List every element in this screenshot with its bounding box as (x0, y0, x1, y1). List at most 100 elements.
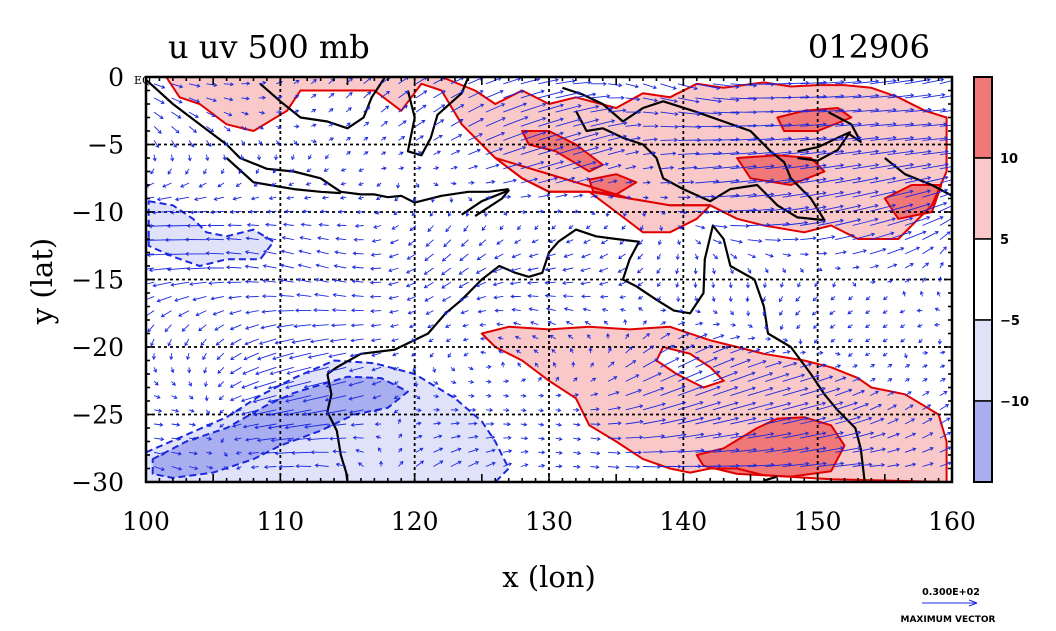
contour-south-band (480, 325, 948, 482)
reference-vector-caption: MAXIMUM VECTOR (900, 615, 995, 625)
wind-vector (800, 401, 827, 411)
wind-vector (153, 381, 159, 386)
wind-vector (263, 465, 277, 470)
wind-vector (870, 176, 897, 184)
wind-vector (695, 370, 721, 382)
wind-vector (660, 370, 684, 382)
wind-vector (887, 378, 893, 382)
wind-vector (904, 378, 910, 382)
wind-vector (590, 436, 601, 441)
wind-vector (642, 387, 665, 397)
wind-vector (170, 367, 175, 374)
wind-vector (450, 149, 461, 156)
wind-vector (511, 307, 521, 312)
wind-vector (852, 163, 880, 170)
wind-vector (835, 121, 862, 127)
wind-vector (325, 380, 347, 388)
wind-vector (492, 281, 504, 287)
wind-vector (357, 462, 364, 467)
wind-vector (922, 122, 948, 127)
wind-vector (235, 182, 242, 187)
wind-vector (380, 90, 390, 99)
wind-vector (817, 461, 845, 467)
wind-vector (276, 95, 283, 100)
wind-vector (728, 282, 733, 289)
wind-vector (835, 266, 841, 271)
wind-vector (601, 307, 609, 312)
wind-vector (570, 348, 574, 354)
wind-vector (677, 83, 698, 91)
wind-vector (390, 323, 399, 328)
colorbar-label: 10 (1000, 152, 1018, 167)
wind-vector (712, 334, 725, 340)
wind-vector (782, 267, 786, 274)
wind-vector (380, 105, 390, 113)
wind-vector (598, 281, 609, 286)
wind-vector (245, 294, 259, 299)
wind-vector (244, 264, 259, 269)
wind-vector (625, 110, 642, 115)
wind-vector (660, 308, 667, 313)
wind-vector (765, 109, 793, 114)
wind-vector (363, 151, 369, 155)
wind-vector (354, 223, 364, 229)
wind-vector (782, 461, 810, 467)
wind-vector (812, 324, 818, 329)
wind-vector (218, 395, 225, 401)
wind-vector (328, 137, 334, 142)
wind-vector (498, 350, 504, 354)
wind-vector (834, 376, 847, 382)
wind-vector (186, 352, 191, 361)
wind-vector (293, 109, 300, 114)
wind-vector (623, 318, 628, 325)
wind-vector (494, 308, 504, 313)
wind-vector (835, 176, 862, 184)
wind-vector (555, 450, 563, 455)
wind-vector (171, 381, 176, 386)
wind-vector (765, 387, 792, 397)
wind-vector (887, 363, 893, 368)
wind-vector (712, 447, 740, 453)
wind-vector (323, 181, 329, 186)
wind-vector (625, 360, 637, 368)
wind-vector (730, 432, 757, 439)
wind-vector (533, 349, 539, 354)
wind-vector (276, 324, 294, 329)
wind-vector (184, 237, 207, 242)
wind-vector (415, 151, 422, 156)
wind-vector (433, 104, 446, 113)
wind-vector (450, 380, 457, 385)
wind-vector (852, 149, 880, 156)
colorbar: 10 5 −5 −10 (973, 76, 1029, 483)
wind-vector (503, 130, 529, 141)
wind-vector (538, 393, 545, 398)
wind-vector (398, 433, 403, 439)
wind-vector (206, 82, 218, 88)
wind-vector (605, 211, 610, 218)
wind-vector (765, 253, 774, 258)
wind-vector (503, 393, 510, 398)
wind-vector (164, 237, 190, 242)
wind-vector (345, 136, 351, 141)
wind-vector (468, 103, 485, 113)
wind-vector (852, 176, 879, 184)
wind-vector (939, 431, 952, 439)
wind-vector (939, 110, 952, 113)
wind-vector (916, 308, 923, 313)
wind-vector (220, 437, 225, 444)
wind-vector (481, 225, 487, 232)
wind-vector (657, 281, 661, 288)
wind-vector (765, 349, 776, 354)
x-tick-label: 130 (525, 507, 573, 536)
wind-vector (887, 176, 914, 184)
wind-vector (813, 338, 819, 344)
wind-vector (427, 324, 434, 329)
wind-vector (882, 324, 888, 328)
x-tick-label: 160 (928, 507, 976, 536)
wind-vector (870, 135, 897, 141)
wind-vector (538, 78, 559, 85)
wind-vector (800, 362, 813, 368)
wind-vector (747, 239, 763, 244)
x-tick-label: 100 (122, 507, 170, 536)
wind-vector (503, 178, 517, 184)
